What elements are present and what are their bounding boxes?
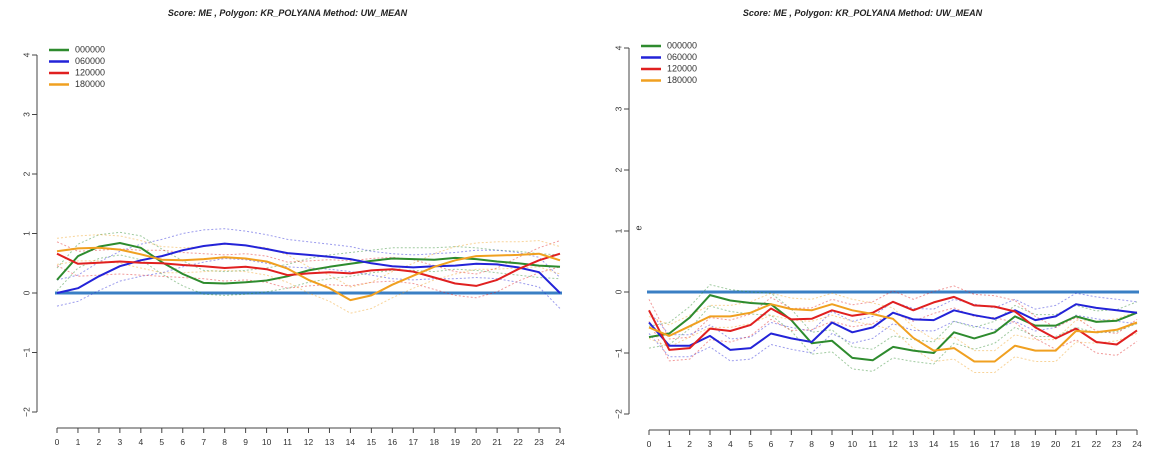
c0-x-tick-label: 2: [97, 437, 102, 447]
c1-x-tick-label: 23: [1112, 439, 1122, 449]
c0-y-tick-label: −2: [21, 407, 31, 417]
c1-x-tick-label: 7: [789, 439, 794, 449]
chart-panel-left: Score: ME , Polygon: KR_POLYANA Method: …: [21, 8, 565, 447]
c1-series-000000-lower-band: [648, 305, 1138, 372]
c0-series-060000-lower-band: [56, 257, 561, 309]
c1-y-tick-label: 0: [613, 289, 623, 294]
c1-legend-label-120000: 120000: [667, 63, 697, 73]
c1-series-120000-line: [648, 295, 1138, 351]
c1-x-tick-label: 24: [1132, 439, 1142, 449]
c0-y-tick-label: 4: [21, 52, 31, 57]
c1-x-tick-label: 1: [667, 439, 672, 449]
c0-x-tick-label: 22: [513, 437, 523, 447]
c1-x-tick-label: 4: [728, 439, 733, 449]
c1-x-tick-label: 20: [1051, 439, 1061, 449]
c1-x-tick-label: 10: [848, 439, 858, 449]
c1-series-000000-line: [648, 294, 1138, 362]
c0-x-tick-label: 1: [76, 437, 81, 447]
c0-series-120000-line: [56, 252, 561, 287]
c1-series-060000-line: [648, 303, 1138, 351]
c0-x-tick-label: 8: [222, 437, 227, 447]
c1-x-tick-label: 9: [830, 439, 835, 449]
c1-y-tick-label: 1: [613, 228, 623, 233]
c1-x-tick-label: 13: [909, 439, 919, 449]
c0-legend-label-000000: 000000: [75, 44, 105, 54]
c1-series-180000-line: [648, 303, 1138, 363]
c1-legend-label-060000: 060000: [667, 52, 697, 62]
c0-x-tick-label: 24: [555, 437, 565, 447]
c0-x-tick-label: 0: [55, 437, 60, 447]
c0-x-tick-label: 14: [346, 437, 356, 447]
c1-x-tick-label: 5: [748, 439, 753, 449]
chart-panel-right: Score: ME , Polygon: KR_POLYANA Method: …: [575, 0, 1150, 452]
c0-x-tick-label: 6: [180, 437, 185, 447]
c0-series-180000-upper-band: [56, 234, 561, 288]
c1-y-tick-label: −2: [613, 409, 623, 419]
c0-x-tick-label: 15: [367, 437, 377, 447]
c1-y-tick-label: 4: [613, 45, 623, 50]
c1-x-tick-label: 18: [1010, 439, 1020, 449]
c0-series-000000-upper-band: [56, 231, 561, 273]
c1-series-000000-upper-band: [648, 284, 1138, 350]
c1-series-120000-upper-band: [648, 285, 1138, 340]
c0-legend-label-120000: 120000: [75, 67, 105, 77]
c0-x-tick-label: 18: [430, 437, 440, 447]
c1-x-tick-label: 22: [1092, 439, 1102, 449]
c1-x-tick-label: 16: [970, 439, 980, 449]
c0-x-tick-label: 11: [283, 437, 292, 447]
c1-annotation: e: [633, 225, 643, 230]
c0-x-tick-label: 12: [304, 437, 314, 447]
c0-legend-label-180000: 180000: [75, 79, 105, 89]
c1-x-tick-label: 14: [929, 439, 939, 449]
chart-title-right: Score: ME , Polygon: KR_POLYANA Method: …: [742, 8, 983, 18]
c0-x-tick-label: 7: [201, 437, 206, 447]
c1-x-tick-label: 0: [647, 439, 652, 449]
c0-series-120000-upper-band: [56, 240, 561, 275]
c0-x-tick-label: 5: [159, 437, 164, 447]
c0-x-tick-label: 17: [409, 437, 419, 447]
c1-x-tick-label: 6: [769, 439, 774, 449]
c1-x-tick-label: 15: [949, 439, 959, 449]
c0-y-tick-label: 1: [21, 231, 31, 236]
c0-x-tick-label: 13: [325, 437, 335, 447]
c0-y-tick-label: 3: [21, 112, 31, 117]
c1-x-tick-label: 17: [990, 439, 1000, 449]
c1-y-tick-label: −1: [613, 348, 623, 358]
c1-legend-label-180000: 180000: [667, 75, 697, 85]
c0-x-tick-label: 10: [262, 437, 272, 447]
c0-y-tick-label: 0: [21, 290, 31, 295]
c1-x-tick-label: 3: [708, 439, 713, 449]
chart-title-left: Score: ME , Polygon: KR_POLYANA Method: …: [167, 8, 408, 18]
c0-x-tick-label: 23: [534, 437, 544, 447]
c0-x-tick-label: 20: [471, 437, 481, 447]
c1-x-tick-label: 8: [809, 439, 814, 449]
c0-x-tick-label: 16: [388, 437, 398, 447]
c1-series-060000-upper-band: [648, 292, 1138, 340]
c1-x-tick-label: 21: [1071, 439, 1081, 449]
c0-series-120000-lower-band: [56, 265, 561, 299]
c0-y-tick-label: 2: [21, 171, 31, 176]
c0-x-tick-label: 4: [138, 437, 143, 447]
c0-series-180000-line: [56, 246, 561, 302]
c1-x-tick-label: 11: [868, 439, 877, 449]
c0-y-tick-label: −1: [21, 347, 31, 357]
c0-legend-label-060000: 060000: [75, 56, 105, 66]
c1-legend-label-000000: 000000: [667, 40, 697, 50]
c1-x-tick-label: 19: [1031, 439, 1041, 449]
c0-x-tick-label: 9: [243, 437, 248, 447]
c1-series-060000-lower-band: [648, 314, 1138, 362]
c0-x-tick-label: 3: [118, 437, 123, 447]
c1-y-tick-label: 2: [613, 167, 623, 172]
c0-x-tick-label: 21: [492, 437, 502, 447]
c0-series-000000-line: [56, 242, 561, 285]
c1-x-tick-label: 2: [687, 439, 692, 449]
c0-series-180000-lower-band: [56, 260, 561, 314]
c0-series-060000-line: [56, 242, 561, 294]
c1-y-tick-label: 3: [613, 106, 623, 111]
c0-x-tick-label: 19: [450, 437, 460, 447]
c1-x-tick-label: 12: [888, 439, 898, 449]
